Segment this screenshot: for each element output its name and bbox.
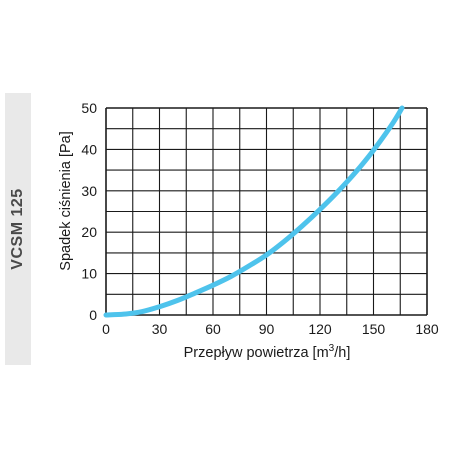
x-axis-title-superscript: 3	[329, 343, 335, 354]
x-axis-title: Przepływ powietrza [m3/h]	[184, 343, 351, 361]
grid	[105, 107, 428, 316]
x-axis-title-suffix: /h]	[334, 345, 350, 361]
pressure-drop-curve	[103, 105, 405, 318]
x-tick-label: 60	[205, 321, 221, 337]
x-tick-label: 150	[362, 321, 386, 337]
y-tick-label: 20	[81, 224, 97, 240]
y-axis-title: Spadek ciśnienia [Pa]	[58, 131, 74, 270]
x-tick-label: 30	[152, 321, 168, 337]
x-tick-label: 90	[259, 321, 275, 337]
tick-labels: 0 30 60 90 120 150 180 0 10 20 30 40 50	[81, 100, 438, 337]
curve-layer	[103, 105, 405, 318]
y-tick-label: 0	[89, 307, 97, 323]
y-tick-label: 50	[81, 100, 97, 116]
x-tick-label: 120	[308, 321, 332, 337]
x-tick-label: 0	[102, 321, 110, 337]
x-axis-title-prefix: Przepływ powietrza [m	[184, 345, 329, 361]
side-band	[5, 93, 31, 365]
y-tick-label: 10	[81, 266, 97, 282]
x-tick-label: 180	[415, 321, 439, 337]
y-tick-label: 30	[81, 183, 97, 199]
y-tick-label: 40	[81, 141, 97, 157]
